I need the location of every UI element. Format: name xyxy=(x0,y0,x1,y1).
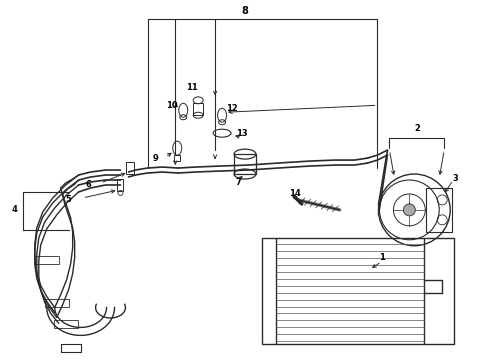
Bar xyxy=(35,256,59,264)
Text: 6: 6 xyxy=(85,180,91,189)
Bar xyxy=(117,179,123,191)
Text: 11: 11 xyxy=(186,83,198,92)
Text: 9: 9 xyxy=(152,154,158,163)
Bar xyxy=(126,162,134,174)
Circle shape xyxy=(403,204,414,216)
Bar xyxy=(262,238,275,345)
Text: 4: 4 xyxy=(12,206,18,215)
Bar xyxy=(234,154,255,174)
Text: 3: 3 xyxy=(451,174,457,183)
Text: 2: 2 xyxy=(413,124,419,133)
Text: 12: 12 xyxy=(226,104,238,113)
Text: 14: 14 xyxy=(288,189,300,198)
Bar xyxy=(193,103,203,115)
Bar xyxy=(174,155,180,161)
Text: 1: 1 xyxy=(378,253,384,262)
Text: 5: 5 xyxy=(65,195,71,204)
Text: 7: 7 xyxy=(235,179,241,188)
Text: 10: 10 xyxy=(166,101,178,110)
Bar xyxy=(54,320,78,328)
Bar xyxy=(424,238,453,345)
Text: 8: 8 xyxy=(241,6,248,15)
Text: 13: 13 xyxy=(236,129,247,138)
Bar xyxy=(45,298,68,306)
Bar xyxy=(426,188,451,232)
